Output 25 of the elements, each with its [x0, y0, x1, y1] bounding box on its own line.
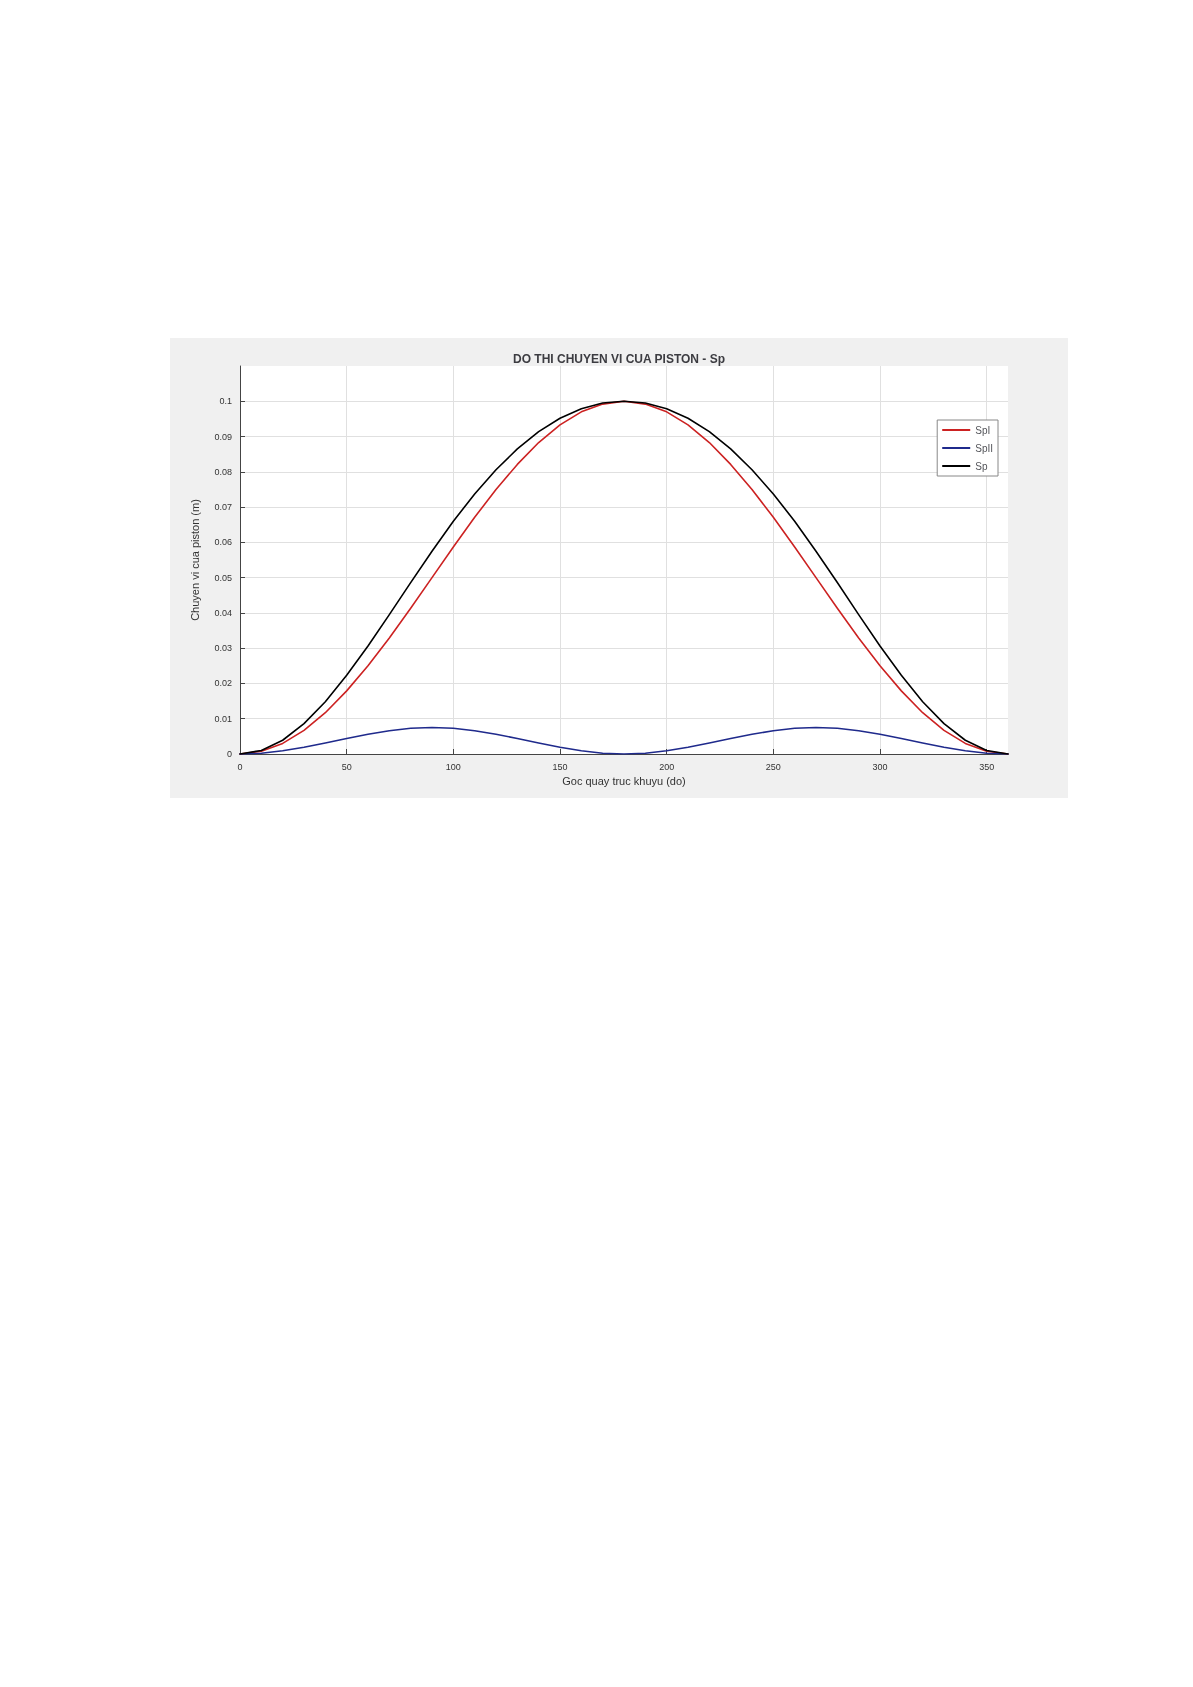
- legend-label: SpI: [975, 424, 991, 436]
- y-tick-label: 0.04: [214, 607, 232, 618]
- y-tick-label: 0.01: [214, 713, 232, 724]
- y-tick-label: 0.09: [214, 431, 232, 442]
- x-tick-label: 150: [552, 761, 568, 772]
- chart-title: DO THI CHUYEN VI CUA PISTON - Sp: [512, 352, 726, 366]
- y-tick-label: 0.1: [219, 396, 232, 407]
- y-tick-label: 0: [226, 749, 232, 759]
- y-tick-label: 0.05: [214, 572, 232, 583]
- legend-label: Sp: [975, 460, 988, 472]
- x-tick-label: 100: [445, 761, 461, 772]
- x-axis-title: Goc quay truc khuyu (do): [562, 775, 686, 788]
- x-tick-label: 200: [659, 761, 675, 772]
- x-tick-label: 250: [765, 761, 781, 772]
- legend-label: SpII: [975, 442, 994, 454]
- y-tick-label: 0.07: [214, 502, 232, 513]
- x-tick-label: 350: [979, 761, 995, 772]
- y-tick-label: 0.08: [214, 466, 232, 477]
- x-tick-label: 50: [341, 761, 352, 772]
- x-tick-label: 300: [872, 761, 888, 772]
- y-tick-label: 0.06: [214, 537, 232, 548]
- y-tick-label: 0.02: [214, 678, 232, 689]
- y-tick-label: 0.03: [214, 643, 232, 654]
- x-tick-label: 0: [237, 761, 243, 772]
- y-axis-title: Chuyen vi cua piston (m): [188, 499, 201, 621]
